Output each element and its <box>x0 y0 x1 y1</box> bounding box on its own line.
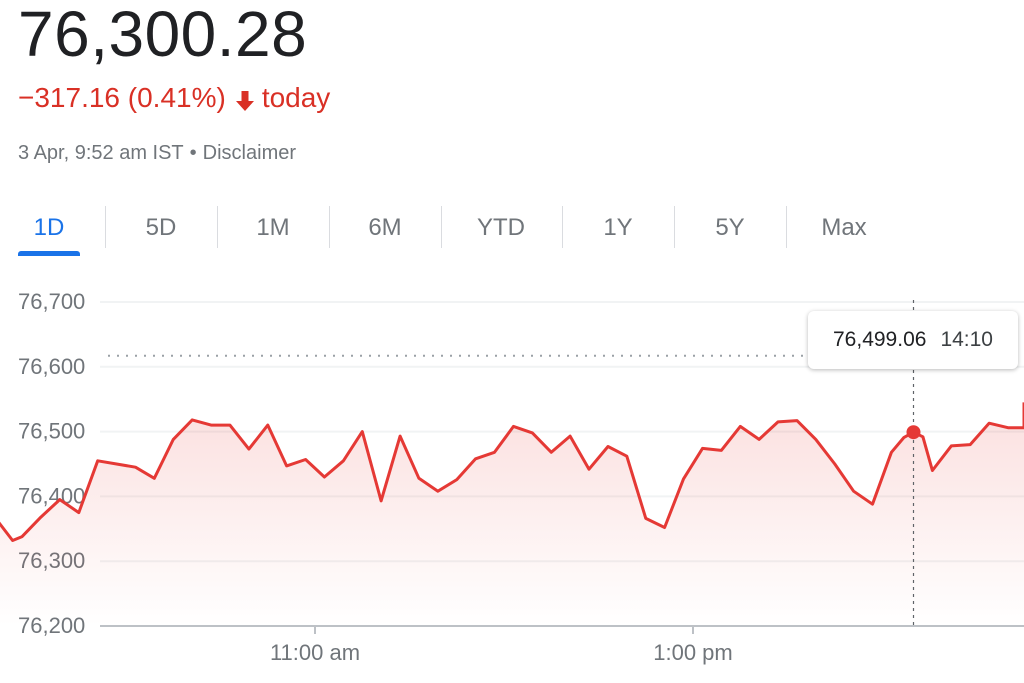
change-period: today <box>261 82 331 113</box>
tooltip-value: 76,499.06 <box>833 328 927 351</box>
tab-divider <box>562 206 563 248</box>
change-value: −317.16 (0.41%) <box>18 82 226 113</box>
tooltip-time: 14:10 <box>940 328 993 351</box>
tab-divider <box>441 206 442 248</box>
quote-timestamp: 3 Apr, 9:52 am IST <box>18 142 184 164</box>
tab-label: 1M <box>256 214 290 241</box>
hover-tooltip: 76,499.06 14:10 <box>808 311 1018 369</box>
active-tab-indicator <box>18 251 80 256</box>
tab-1y[interactable]: 1Y <box>587 200 649 256</box>
tab-divider <box>329 206 330 248</box>
tab-divider <box>217 206 218 248</box>
tab-1d[interactable]: 1D <box>18 200 80 256</box>
tab-label: 1D <box>33 214 65 241</box>
price-area <box>0 402 1024 626</box>
arrow-down-icon <box>234 86 256 111</box>
tab-label: Max <box>821 214 867 241</box>
y-tick-label: 76,600 <box>18 354 85 379</box>
y-tick-label: 76,400 <box>18 483 85 508</box>
x-tick-label: 1:00 pm <box>653 640 733 665</box>
hover-point <box>906 425 921 440</box>
tab-max[interactable]: Max <box>811 200 877 256</box>
tab-label: 5Y <box>715 214 745 241</box>
y-tick-label: 76,500 <box>18 419 85 444</box>
tab-label: 5D <box>145 214 177 241</box>
tab-label: YTD <box>477 214 525 241</box>
tab-5y[interactable]: 5Y <box>699 200 761 256</box>
tab-5d[interactable]: 5D <box>130 200 192 256</box>
tab-divider <box>105 206 106 248</box>
y-tick-label: 76,700 <box>18 289 85 314</box>
tab-ytd[interactable]: YTD <box>466 200 536 256</box>
time-range-tabs: 1D 5D 1M 6M YTD 1Y 5Y Max <box>0 200 1024 260</box>
current-price: 76,300.28 <box>18 0 308 70</box>
x-tick-label: 11:00 am <box>270 640 360 665</box>
x-axis: 11:00 am 1:00 pm <box>270 626 733 665</box>
price-change: −317.16 (0.41%) today <box>18 80 330 116</box>
disclaimer-link[interactable]: Disclaimer <box>202 142 297 164</box>
tab-1m[interactable]: 1M <box>242 200 304 256</box>
tab-divider <box>674 206 675 248</box>
tab-label: 1Y <box>603 214 633 241</box>
tab-6m[interactable]: 6M <box>354 200 416 256</box>
tab-label: 6M <box>368 214 402 241</box>
price-line <box>0 402 1024 542</box>
tab-divider <box>786 206 787 248</box>
meta-separator: • <box>189 142 197 164</box>
quote-meta: 3 Apr, 9:52 am IST • Disclaimer <box>18 140 296 166</box>
